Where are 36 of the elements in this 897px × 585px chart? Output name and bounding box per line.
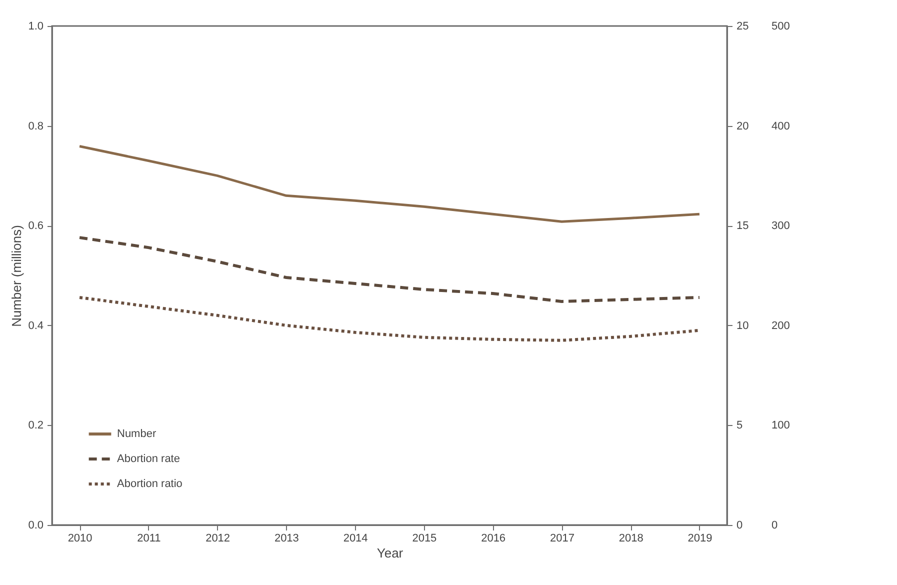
x-axis-title: Year [376, 546, 404, 560]
y-tick-label: 1.0 [28, 20, 44, 32]
y-tick-label: 0.2 [28, 420, 44, 432]
legend-label: Number [117, 428, 156, 440]
y2-tick-label: 15 [736, 220, 749, 232]
x-tick-label: 2012 [206, 532, 230, 544]
y-tick-label: 0.4 [28, 320, 44, 332]
y3-tick-label: 0 [772, 520, 778, 532]
y3-tick-label: 100 [772, 420, 790, 432]
x-tick-label: 2016 [481, 532, 506, 544]
x-tick-label: 2010 [68, 532, 92, 544]
y2-tick-label: 5 [736, 420, 743, 432]
y-tick-label: 0.8 [28, 120, 44, 132]
x-tick-label: 2018 [618, 532, 644, 544]
y-axis-title: Number (millions) [9, 225, 24, 327]
y2-tick-label: 0 [736, 520, 743, 532]
y3-tick-label: 500 [772, 20, 790, 32]
x-tick-label: 2019 [688, 532, 712, 544]
y2-tick-label: 10 [736, 320, 749, 332]
y-tick-label: 0.0 [28, 520, 44, 532]
x-tick-label: 2014 [343, 532, 368, 544]
line-series [78, 236, 701, 303]
y-tick-label: 0.6 [28, 220, 44, 232]
x-tick-label: 2013 [274, 532, 299, 544]
legend-label: Abortion rate [117, 453, 180, 465]
line-series [78, 145, 701, 223]
legend-label: Abortion ratio [117, 478, 182, 490]
x-tick-label: 2011 [137, 532, 161, 544]
y2-tick-label: 25 [736, 20, 749, 32]
line-series [78, 296, 701, 342]
y3-tick-label: 200 [772, 320, 790, 332]
x-tick-label: 2015 [412, 532, 437, 544]
y2-tick-label: 20 [736, 120, 749, 132]
y3-tick-label: 300 [772, 220, 790, 232]
x-tick-label: 2017 [550, 532, 574, 544]
y3-tick-label: 400 [772, 120, 790, 132]
